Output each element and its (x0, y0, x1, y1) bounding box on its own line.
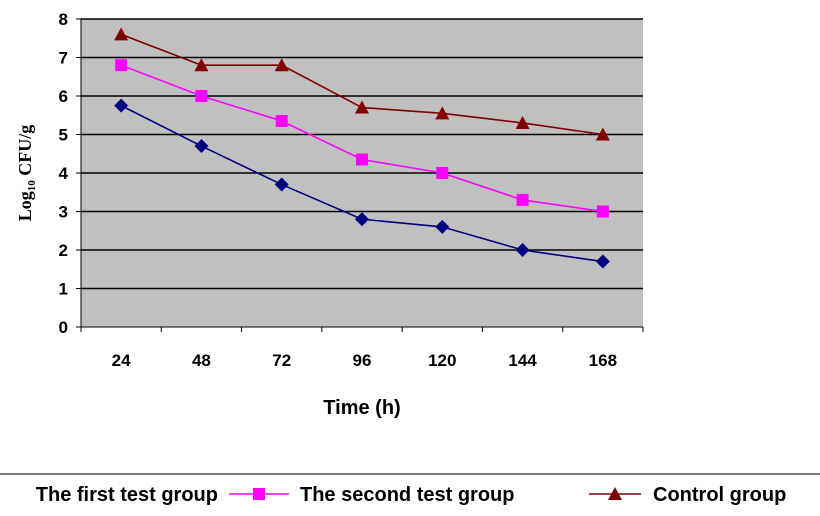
x-tick-label: 72 (272, 351, 291, 370)
data-point-square (596, 205, 609, 218)
y-tick-label: 7 (59, 49, 68, 68)
y-tick-label: 5 (59, 126, 68, 145)
y-axis-title-main: Log (15, 191, 35, 221)
y-tick-label: 2 (59, 241, 68, 260)
x-tick-labels: 24 48 72 96 120 144 168 (112, 351, 617, 370)
data-point-diamond (274, 177, 289, 192)
y-tick-label: 8 (59, 10, 68, 29)
x-tick-label: 168 (589, 351, 617, 370)
y-axis-title: Log10 CFU/g (15, 125, 38, 222)
data-point-square (436, 167, 449, 179)
legend-label: The first test group (36, 484, 218, 506)
series-layer (114, 27, 610, 269)
x-axis-title: Time (h) (323, 397, 400, 419)
series-group (115, 59, 609, 218)
data-point-triangle (355, 100, 369, 114)
x-tick-label: 24 (112, 351, 131, 370)
data-point-square (516, 193, 529, 206)
data-point-triangle (608, 487, 622, 500)
series-group (114, 27, 610, 141)
data-point-triangle (435, 106, 450, 120)
data-point-diamond (515, 243, 530, 257)
y-tick-labels: 0 1 2 3 4 5 6 7 8 (59, 10, 69, 337)
data-point-diamond (435, 219, 450, 234)
gridlines (81, 18, 643, 290)
data-point-diamond (114, 98, 129, 113)
data-point-square (195, 90, 208, 102)
data-point-triangle (595, 127, 610, 141)
y-tick-label: 6 (59, 87, 68, 106)
x-tick-label: 48 (192, 351, 211, 370)
data-point-square (356, 153, 368, 166)
legend: The first test group The second test grou… (0, 473, 820, 506)
x-tick-label: 96 (353, 351, 372, 370)
data-point-diamond (595, 254, 610, 269)
data-point-diamond (194, 139, 209, 154)
data-point-triangle (274, 58, 289, 72)
legend-label: The second test group (300, 484, 514, 506)
legend-label: Control group (653, 484, 786, 506)
y-tick-label: 0 (59, 318, 68, 337)
y-axis-title-subscript: 10 (26, 180, 38, 192)
data-point-triangle (194, 58, 209, 72)
data-point-square (275, 115, 288, 128)
axes (76, 18, 644, 332)
y-tick-label: 1 (59, 280, 68, 299)
series-group (114, 98, 610, 269)
y-tick-label: 4 (59, 164, 69, 183)
x-tick-label: 120 (428, 351, 456, 370)
y-tick-label: 3 (59, 203, 68, 222)
data-point-diamond (355, 212, 369, 227)
data-point-square (253, 488, 265, 500)
data-point-triangle (515, 115, 530, 129)
data-point-square (115, 59, 128, 72)
data-point-triangle (114, 27, 129, 41)
x-tick-label: 144 (508, 351, 537, 370)
y-axis-title-unit: CFU/g (15, 125, 35, 181)
